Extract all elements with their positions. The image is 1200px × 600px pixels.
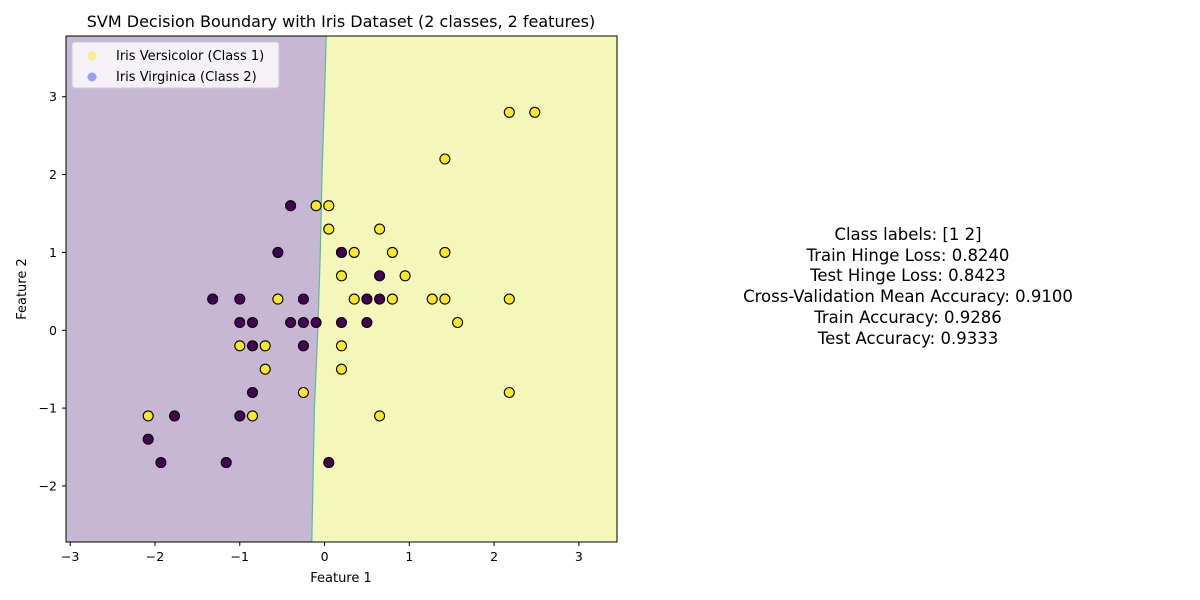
point-class-1 <box>335 340 348 352</box>
point-class-1 <box>503 386 515 399</box>
y-tick-label: −2 <box>39 478 57 493</box>
point-class-2 <box>323 457 335 469</box>
y-tick-label: 0 <box>49 323 57 338</box>
point-class-1 <box>310 200 322 212</box>
point-class-2 <box>297 293 309 305</box>
point-class-2 <box>310 316 322 329</box>
legend-marker-virginica <box>87 72 97 82</box>
data-points <box>142 106 541 469</box>
point-class-1 <box>246 410 259 422</box>
point-class-2 <box>234 316 246 329</box>
point-class-1 <box>374 410 386 422</box>
point-class-1 <box>386 293 398 305</box>
x-tick-label: 1 <box>405 549 413 564</box>
point-class-2 <box>285 200 297 212</box>
y-tick-label: −1 <box>39 401 57 416</box>
plot-area <box>66 35 617 543</box>
point-class-1 <box>297 386 309 399</box>
y-tick-label: 2 <box>49 167 57 182</box>
y-axis: −2 −1 0 1 2 3 <box>39 89 66 493</box>
point-class-2 <box>246 340 259 352</box>
legend-label-virginica: Iris Virginica (Class 2) <box>116 70 257 85</box>
legend: Iris Versicolor (Class 1) Iris Virginica… <box>71 41 280 89</box>
legend-label-versicolor: Iris Versicolor (Class 1) <box>116 49 264 64</box>
point-class-1 <box>529 106 541 118</box>
point-class-1 <box>323 200 335 212</box>
point-class-1 <box>439 293 451 305</box>
y-axis-label: Feature 2 <box>15 258 30 320</box>
point-class-2 <box>361 316 373 329</box>
point-class-2 <box>374 270 386 282</box>
point-class-1 <box>335 363 348 375</box>
x-tick-label: 2 <box>490 549 498 564</box>
point-class-1 <box>272 293 284 305</box>
point-class-1 <box>503 106 515 118</box>
point-class-1 <box>439 246 451 258</box>
x-tick-label: −1 <box>231 549 249 564</box>
point-class-1 <box>439 153 451 165</box>
point-class-1 <box>503 293 515 305</box>
point-class-2 <box>335 246 348 258</box>
point-class-2 <box>297 316 309 329</box>
point-class-2 <box>374 293 386 305</box>
legend-marker-versicolor <box>87 51 97 61</box>
point-class-1 <box>374 223 386 235</box>
point-class-2 <box>335 316 348 329</box>
metrics-panel: Class labels: [1 2] Train Hinge Loss: 0.… <box>720 225 1096 349</box>
point-class-1 <box>142 410 154 422</box>
point-class-1 <box>259 340 271 352</box>
point-class-2 <box>285 316 297 329</box>
test-hinge-loss-text: Test Hinge Loss: 0.8423 <box>810 266 1006 286</box>
chart-title: SVM Decision Boundary with Iris Dataset … <box>87 12 595 31</box>
class-labels-text: Class labels: [1 2] <box>834 225 982 244</box>
point-class-2 <box>142 433 154 445</box>
train-hinge-loss-text: Train Hinge Loss: 0.8240 <box>806 245 1010 265</box>
point-class-2 <box>361 293 373 305</box>
y-tick-label: 1 <box>49 245 57 260</box>
x-tick-label: −3 <box>61 549 79 564</box>
point-class-2 <box>155 457 167 469</box>
point-class-1 <box>426 293 438 305</box>
point-class-2 <box>234 410 246 422</box>
point-class-1 <box>452 316 464 329</box>
point-class-2 <box>246 386 259 399</box>
legend-box <box>71 41 280 89</box>
decision-region-class-1 <box>311 36 617 542</box>
x-tick-label: 0 <box>321 549 329 564</box>
y-tick-label: 3 <box>49 89 57 104</box>
point-class-1 <box>259 363 271 375</box>
point-class-1 <box>348 293 360 305</box>
point-class-2 <box>168 410 181 422</box>
point-class-1 <box>323 223 335 235</box>
decision-region-class-2 <box>66 36 327 542</box>
point-class-1 <box>234 340 246 352</box>
cv-mean-accuracy-text: Cross-Validation Mean Accuracy: 0.9100 <box>743 287 1073 307</box>
x-tick-label: −2 <box>146 549 164 564</box>
point-class-2 <box>297 340 309 352</box>
test-accuracy-text: Test Accuracy: 0.9333 <box>817 328 999 348</box>
point-class-2 <box>220 457 232 469</box>
point-class-1 <box>399 270 411 282</box>
x-axis: −3 −2 −1 0 1 2 3 <box>61 542 583 564</box>
point-class-1 <box>335 270 348 282</box>
train-accuracy-text: Train Accuracy: 0.9286 <box>814 307 1002 327</box>
x-tick-label: 3 <box>575 549 583 564</box>
point-class-2 <box>207 293 219 305</box>
point-class-2 <box>246 316 259 329</box>
point-class-2 <box>234 293 246 305</box>
point-class-2 <box>272 246 284 258</box>
point-class-1 <box>386 246 398 258</box>
plot-frame <box>65 35 618 543</box>
point-class-1 <box>348 246 360 258</box>
x-axis-label: Feature 1 <box>310 571 372 586</box>
decision-boundary-line <box>311 35 327 543</box>
